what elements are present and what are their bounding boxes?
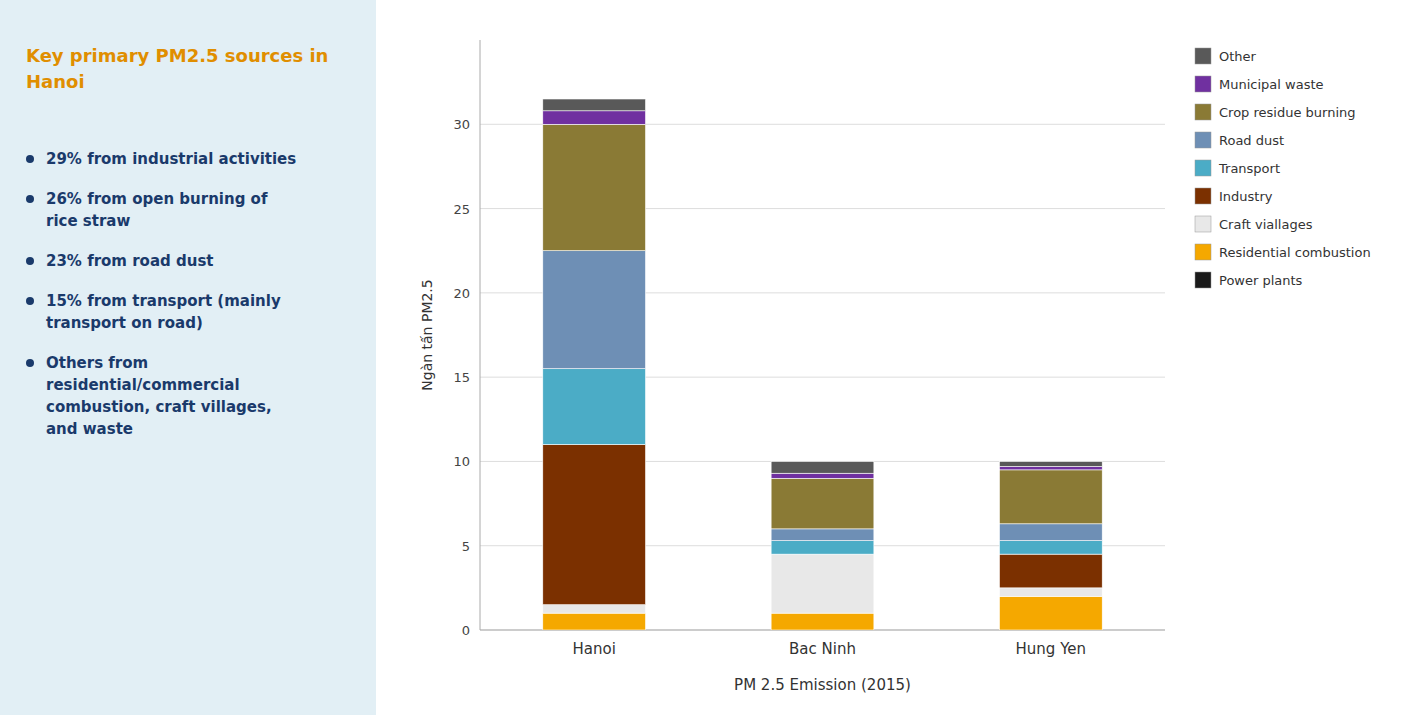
legend-swatch bbox=[1195, 132, 1211, 148]
y-tick-label: 20 bbox=[453, 286, 470, 301]
bullet-dot bbox=[26, 155, 34, 163]
bar-segment bbox=[771, 473, 874, 478]
chart-svg: Key primary PM2.5 sources in Hanoi 29% fro… bbox=[0, 0, 1419, 715]
legend-label: Power plants bbox=[1219, 273, 1303, 288]
bar-segment bbox=[543, 99, 646, 111]
x-tick-label: Bac Ninh bbox=[789, 640, 856, 658]
annotation-line: residential/commercial bbox=[46, 376, 240, 394]
annotation-line: 15% from transport (mainly bbox=[46, 292, 281, 310]
annotation: 29% from industrial activities bbox=[46, 150, 296, 168]
bullet-dot bbox=[26, 257, 34, 265]
bars bbox=[543, 99, 1102, 630]
legend-swatch bbox=[1195, 104, 1211, 120]
legend-label: Industry bbox=[1219, 189, 1273, 204]
bar-segment bbox=[771, 554, 874, 613]
title-line: Hanoi bbox=[26, 71, 85, 92]
bar-segment bbox=[543, 369, 646, 445]
bar-segment bbox=[771, 529, 874, 541]
legend-label: Other bbox=[1219, 49, 1257, 64]
y-tick-label: 10 bbox=[453, 454, 470, 469]
annotation-line: 23% from road dust bbox=[46, 252, 214, 270]
y-axis-label: Ngàn tấn PM2.5 bbox=[419, 279, 435, 390]
annotation-line: rice straw bbox=[46, 212, 130, 230]
y-tick-label: 15 bbox=[453, 370, 470, 385]
legend-label: Crop residue burning bbox=[1219, 105, 1356, 120]
bar-segment bbox=[543, 605, 646, 613]
legend-swatch bbox=[1195, 160, 1211, 176]
annotation-line: transport on road) bbox=[46, 314, 203, 332]
y-axis-line bbox=[480, 40, 481, 630]
x-tick-label: Hanoi bbox=[573, 640, 616, 658]
title: Key primary PM2.5 sources in Hanoi bbox=[26, 45, 328, 92]
x-axis-label: PM 2.5 Emission (2015) bbox=[734, 676, 911, 694]
annotation-line: and waste bbox=[46, 420, 133, 438]
info-panel-background bbox=[0, 0, 376, 715]
y-tick-label: 30 bbox=[453, 117, 470, 132]
legend-label: Transport bbox=[1218, 161, 1280, 176]
bar-segment bbox=[543, 445, 646, 605]
legend-swatch bbox=[1195, 272, 1211, 288]
bar-segment bbox=[543, 613, 646, 630]
legend-swatch bbox=[1195, 76, 1211, 92]
legend-swatch bbox=[1195, 244, 1211, 260]
legend-swatch bbox=[1195, 216, 1211, 232]
bar-segment bbox=[999, 524, 1102, 541]
bar-segment bbox=[999, 554, 1102, 588]
annotation: 23% from road dust bbox=[46, 252, 214, 270]
bar-segment bbox=[771, 613, 874, 630]
y-tick-label: 25 bbox=[453, 202, 470, 217]
annotation: Others from residential/commercial combust… bbox=[46, 354, 272, 438]
bar-segment bbox=[999, 470, 1102, 524]
legend-label: Municipal waste bbox=[1219, 77, 1324, 92]
bar-segment bbox=[999, 461, 1102, 466]
bar-segment bbox=[999, 466, 1102, 469]
legend-swatch bbox=[1195, 48, 1211, 64]
bar-segment bbox=[999, 588, 1102, 596]
legend-label: Residential combustion bbox=[1219, 245, 1371, 260]
info-panel: Key primary PM2.5 sources in Hanoi 29% fro… bbox=[0, 0, 376, 715]
y-tick-label: 0 bbox=[462, 623, 470, 638]
x-tick-label: Hung Yen bbox=[1016, 640, 1087, 658]
annotation-line: 29% from industrial activities bbox=[46, 150, 296, 168]
bar-segment bbox=[543, 111, 646, 124]
bar-segment bbox=[999, 541, 1102, 554]
bar-segment bbox=[771, 541, 874, 554]
bar-segment bbox=[771, 461, 874, 473]
legend-label: Road dust bbox=[1219, 133, 1284, 148]
bar-segment bbox=[543, 251, 646, 369]
y-tick-label: 5 bbox=[462, 539, 470, 554]
bar-segment bbox=[999, 596, 1102, 630]
background bbox=[0, 0, 1419, 715]
title-line: Key primary PM2.5 sources in bbox=[26, 45, 328, 66]
annotation: 26% from open burning of rice straw bbox=[46, 190, 268, 230]
legend-swatch bbox=[1195, 188, 1211, 204]
axes: 0 5 10 15 20 25 30 Ngàn tấn PM2.5 Hanoi Bac Ninh H… bbox=[419, 40, 1165, 694]
legend-label: Craft viallages bbox=[1219, 217, 1313, 232]
bar-segment bbox=[771, 478, 874, 529]
bullet-dot bbox=[26, 297, 34, 305]
annotation-line: combustion, craft villages, bbox=[46, 398, 272, 416]
annotation-line: 26% from open burning of bbox=[46, 190, 268, 208]
legend: Other Municipal waste Crop residue burning… bbox=[1195, 48, 1371, 288]
bullet-dot bbox=[26, 195, 34, 203]
annotation-line: Others from bbox=[46, 354, 148, 372]
bullet-dot bbox=[26, 359, 34, 367]
bar-segment bbox=[543, 124, 646, 250]
annotation: 15% from transport (mainly transport on r… bbox=[46, 292, 281, 332]
